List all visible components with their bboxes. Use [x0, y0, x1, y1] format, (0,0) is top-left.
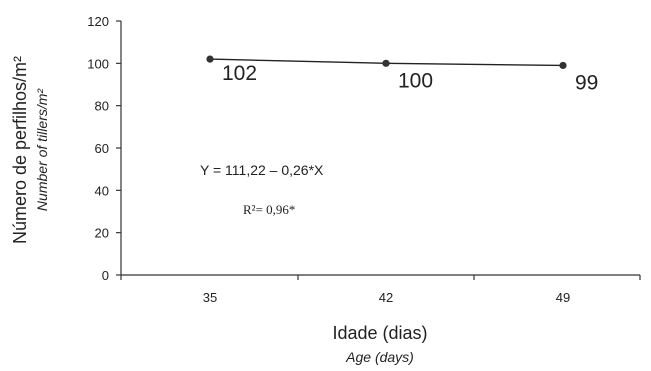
- y-tick-label: 0: [102, 268, 109, 283]
- data-labels: 102 100 99: [222, 62, 598, 94]
- regression-equation: Y = 111,22 – 0,26*X: [200, 162, 324, 178]
- y-axis-title: Número de perfilhos/m²: [10, 56, 30, 244]
- x-tick-label: 35: [203, 290, 217, 305]
- x-tick-label: 42: [379, 290, 393, 305]
- data-point: [382, 59, 390, 67]
- y-tick-label: 60: [95, 141, 109, 156]
- data-point: [559, 61, 567, 70]
- x-axis-subtitle: Age (days): [345, 349, 414, 365]
- series-line: [206, 55, 567, 70]
- y-tick-label: 40: [95, 183, 109, 198]
- y-tick-label: 20: [95, 226, 109, 241]
- r-squared-label: R²= 0,96*: [243, 202, 295, 217]
- y-axis-subtitle: Number of tillers/m²: [34, 88, 50, 211]
- y-tick-label: 120: [87, 14, 109, 29]
- data-label: 102: [222, 62, 257, 85]
- data-point: [206, 55, 214, 63]
- x-tick-label: 49: [556, 290, 570, 305]
- data-label: 100: [398, 69, 433, 92]
- data-label: 99: [575, 71, 598, 94]
- y-axis: 0 20 40 60 80 100 120: [87, 14, 122, 283]
- y-tick-label: 80: [95, 99, 109, 114]
- x-axis-title: Idade (dias): [332, 323, 427, 343]
- x-axis: 35 42 49: [120, 274, 641, 305]
- y-tick-label: 100: [87, 56, 109, 71]
